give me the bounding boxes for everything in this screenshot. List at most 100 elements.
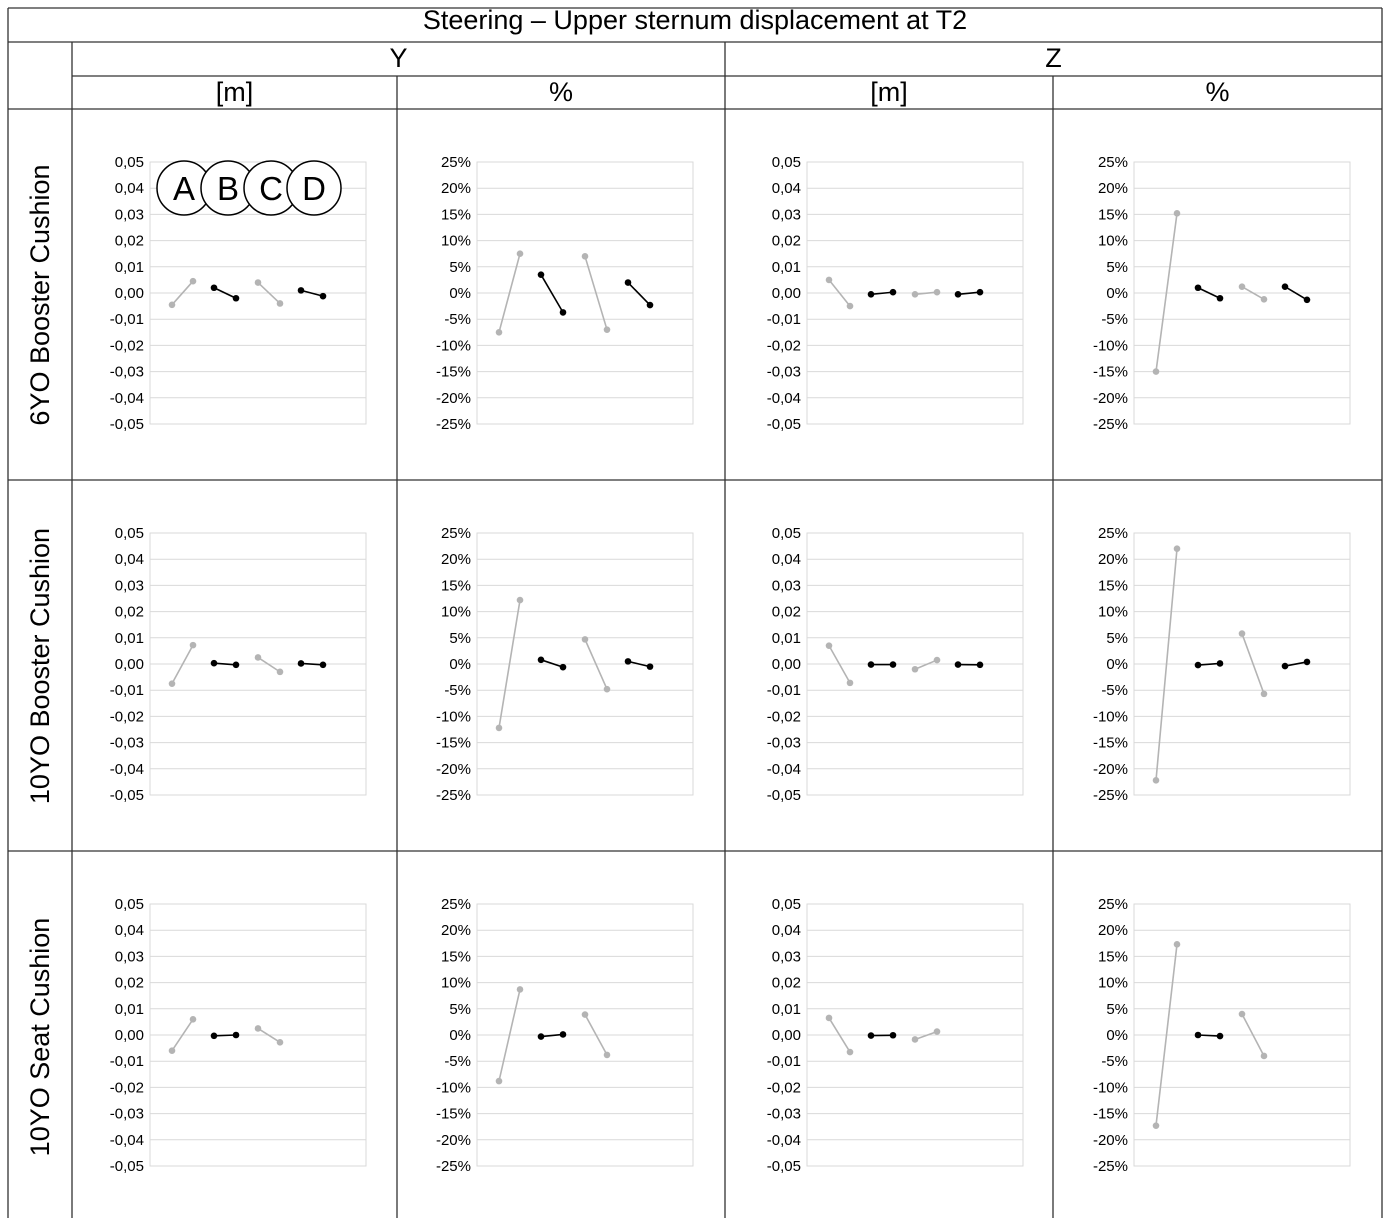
y-tick-label: 0,03 <box>115 948 144 965</box>
data-point <box>559 309 567 316</box>
plot-frame <box>806 903 1024 1167</box>
y-tick-label: -10% <box>436 337 471 354</box>
y-tick-label: 20% <box>1098 922 1128 939</box>
y-tick-label: -10% <box>436 708 471 725</box>
data-point <box>254 1025 262 1032</box>
y-tick-label: 0,04 <box>115 180 144 197</box>
data-point <box>495 724 503 732</box>
legend-label: B <box>217 170 239 207</box>
y-tick-label: 0% <box>1106 285 1128 302</box>
data-point <box>537 1033 545 1040</box>
y-tick-label: -0,02 <box>110 337 144 354</box>
data-point <box>646 663 654 670</box>
y-tick-label: -20% <box>1093 761 1128 778</box>
y-tick-label: 0% <box>449 285 471 302</box>
y-tick-label: -20% <box>436 1132 471 1149</box>
series-line <box>1155 213 1178 372</box>
data-point <box>1238 283 1246 291</box>
series-line <box>498 599 521 729</box>
y-tick-label: 25% <box>441 525 471 542</box>
data-point <box>933 288 941 296</box>
series-line <box>498 253 521 333</box>
data-point <box>559 1031 567 1038</box>
y-tick-label: 0,05 <box>115 154 144 171</box>
y-tick-label: -10% <box>1093 337 1128 354</box>
y-tick-label: 0,02 <box>772 604 801 621</box>
data-point <box>559 663 567 671</box>
series-line <box>1284 661 1308 667</box>
plot-frame <box>476 161 694 425</box>
plot-frame <box>149 161 367 425</box>
data-point <box>646 301 654 309</box>
y-tick-label: -0,04 <box>767 1132 801 1149</box>
y-tick-label: -0,01 <box>767 1053 801 1070</box>
data-point <box>581 1011 589 1018</box>
y-tick-label: 0,02 <box>115 604 144 621</box>
y-tick-label: 0,00 <box>115 1027 144 1044</box>
series-line <box>171 1018 194 1052</box>
data-point <box>254 279 262 286</box>
data-point <box>276 668 284 676</box>
series-line <box>1241 633 1265 695</box>
y-tick-label: -25% <box>1093 1158 1128 1175</box>
data-point <box>297 660 305 667</box>
y-tick-label: 20% <box>441 180 471 197</box>
data-point <box>168 301 176 309</box>
data-point <box>1281 283 1289 291</box>
y-tick-label: 0,01 <box>772 1001 801 1018</box>
y-tick-label: -20% <box>1093 1132 1128 1149</box>
y-tick-label: -0,01 <box>110 682 144 699</box>
y-tick-label: 0,03 <box>772 577 801 594</box>
y-tick-label: 5% <box>449 1001 471 1018</box>
y-tick-label: -5% <box>1101 1053 1128 1070</box>
y-tick-label: -10% <box>436 1079 471 1096</box>
data-point <box>603 326 611 333</box>
series-line <box>300 289 324 297</box>
y-tick-label: -5% <box>1101 311 1128 328</box>
data-point <box>276 300 284 307</box>
y-tick-label: 0,03 <box>772 948 801 965</box>
data-point <box>1216 1032 1224 1040</box>
plot-frame <box>149 532 367 796</box>
y-tick-label: 0,01 <box>772 259 801 276</box>
y-tick-label: 25% <box>441 896 471 913</box>
y-tick-label: -25% <box>436 787 471 804</box>
group-header-y: Y <box>389 43 408 73</box>
data-point <box>1303 658 1311 666</box>
data-point <box>189 1015 197 1023</box>
data-point <box>189 277 197 285</box>
y-tick-label: -0,05 <box>767 787 801 804</box>
data-point <box>846 1048 854 1056</box>
y-tick-label: -5% <box>444 1053 471 1070</box>
y-tick-label: 0,04 <box>772 922 801 939</box>
y-tick-label: 0,02 <box>115 975 144 992</box>
data-point <box>516 250 524 257</box>
series-line <box>213 287 237 299</box>
y-tick-label: -15% <box>1093 364 1128 381</box>
y-tick-label: -15% <box>436 1106 471 1123</box>
chart-panel: 25% 20% 15% 10% 5% 0% -5% -10% -15% -20% -25% <box>436 896 694 1175</box>
y-tick-label: 0,01 <box>115 259 144 276</box>
data-point <box>1194 661 1202 669</box>
chart-panel: 0,05 0,04 0,03 0,02 0,01 0,00 -0,01 -0,02 -0,03 -… <box>110 525 367 804</box>
data-point <box>1260 295 1268 303</box>
y-tick-label: 0,00 <box>772 285 801 302</box>
data-point <box>825 276 833 284</box>
data-point <box>846 302 854 310</box>
y-tick-label: 15% <box>441 577 471 594</box>
series-line <box>584 1014 608 1056</box>
y-tick-label: -15% <box>436 735 471 752</box>
y-tick-label: 25% <box>441 154 471 171</box>
data-point <box>168 1047 176 1055</box>
data-point <box>867 661 875 668</box>
data-point <box>232 294 240 302</box>
data-point <box>232 1031 240 1039</box>
y-tick-label: -5% <box>1101 682 1128 699</box>
series-line <box>1284 286 1308 301</box>
series-line <box>540 1033 564 1038</box>
y-tick-label: -15% <box>1093 735 1128 752</box>
data-point <box>1173 210 1181 217</box>
y-tick-label: 25% <box>1098 896 1128 913</box>
